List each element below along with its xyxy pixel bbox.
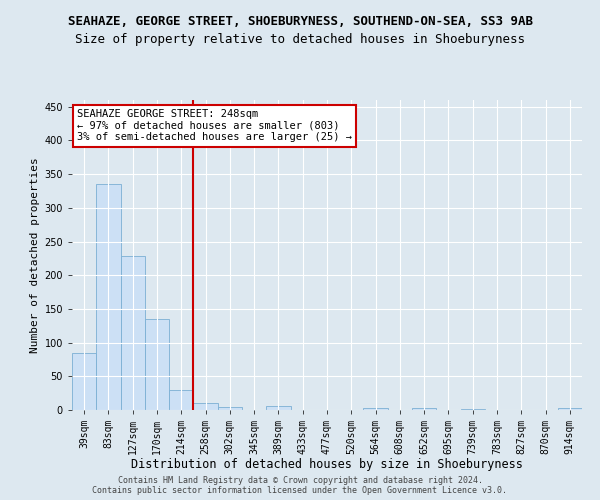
Bar <box>364 408 388 410</box>
Bar <box>193 404 218 410</box>
Bar <box>218 406 242 410</box>
X-axis label: Distribution of detached houses by size in Shoeburyness: Distribution of detached houses by size … <box>131 458 523 471</box>
Bar <box>558 408 582 410</box>
Bar <box>266 406 290 410</box>
Text: Contains HM Land Registry data © Crown copyright and database right 2024.
Contai: Contains HM Land Registry data © Crown c… <box>92 476 508 495</box>
Bar <box>72 352 96 410</box>
Bar <box>461 408 485 410</box>
Text: SEAHAZE GEORGE STREET: 248sqm
← 97% of detached houses are smaller (803)
3% of s: SEAHAZE GEORGE STREET: 248sqm ← 97% of d… <box>77 110 352 142</box>
Bar <box>96 184 121 410</box>
Bar <box>412 408 436 410</box>
Bar <box>169 390 193 410</box>
Bar <box>145 319 169 410</box>
Y-axis label: Number of detached properties: Number of detached properties <box>30 157 40 353</box>
Bar <box>121 256 145 410</box>
Text: SEAHAZE, GEORGE STREET, SHOEBURYNESS, SOUTHEND-ON-SEA, SS3 9AB: SEAHAZE, GEORGE STREET, SHOEBURYNESS, SO… <box>67 15 533 28</box>
Text: Size of property relative to detached houses in Shoeburyness: Size of property relative to detached ho… <box>75 32 525 46</box>
